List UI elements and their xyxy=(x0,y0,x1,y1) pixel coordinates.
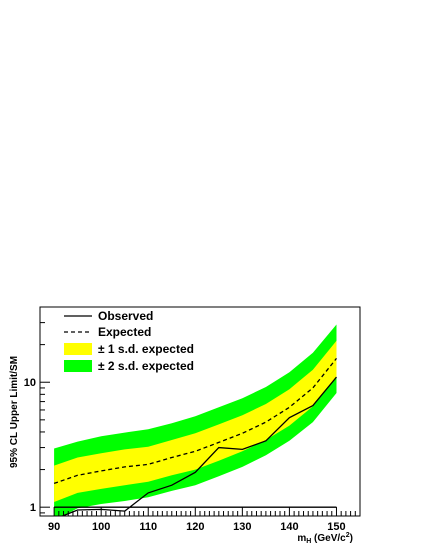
x-axis-title: mH (GeV/c2) xyxy=(297,532,353,545)
x-tick-label: 150 xyxy=(327,521,345,533)
legend-observed-label: Observed xyxy=(98,309,153,323)
two-sigma-band xyxy=(54,324,337,516)
x-tick-label: 110 xyxy=(139,521,157,533)
bands-layer xyxy=(54,324,337,516)
one-sigma-band xyxy=(54,340,337,502)
legend-expected-label: Expected xyxy=(98,325,151,339)
x-tick-label: 120 xyxy=(186,521,204,533)
legend-one-sigma-swatch xyxy=(64,343,92,355)
y-tick-label: 10 xyxy=(24,377,36,389)
legend-two-sigma-label: ± 2 s.d. expected xyxy=(98,359,194,373)
y-tick-label: 1 xyxy=(30,502,36,514)
x-tick-label: 140 xyxy=(280,521,298,533)
legend-one-sigma-label: ± 1 s.d. expected xyxy=(98,342,194,356)
legend-two-sigma-swatch xyxy=(64,360,92,372)
x-tick-label: 130 xyxy=(233,521,251,533)
legend: Observed Expected ± 1 s.d. expected ± 2 … xyxy=(64,309,194,373)
x-tick-label: 90 xyxy=(48,521,60,533)
x-tick-label: 100 xyxy=(92,521,110,533)
y-axis-title: 95% CL Upper Limit/SM xyxy=(9,356,20,468)
